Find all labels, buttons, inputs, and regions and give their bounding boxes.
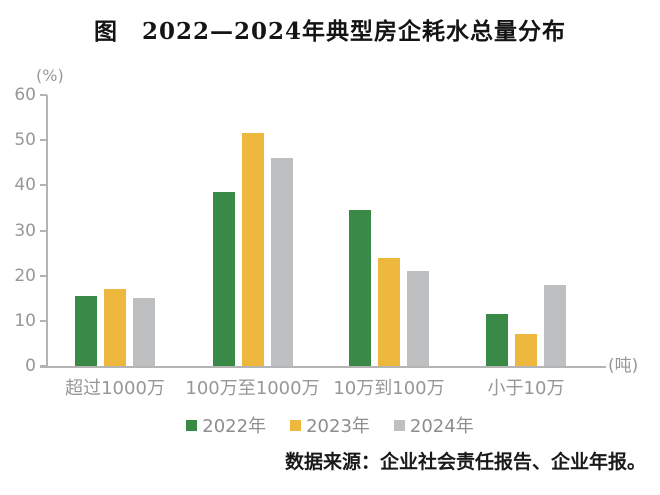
y-axis: [46, 95, 48, 368]
x-category-label: 小于10万: [487, 378, 565, 399]
chart-title: 图 2022—2024年典型房企耗水总量分布: [93, 18, 567, 45]
y-axis-unit-label: (%): [36, 66, 64, 85]
y-tick-mark: [40, 274, 47, 277]
data-source-note: 数据来源：企业社会责任报告、企业年报。: [284, 451, 646, 473]
x-category-label: 超过1000万: [65, 378, 165, 399]
legend-label: 2024年: [409, 416, 474, 437]
y-tick-label: 20: [14, 265, 36, 286]
bar-2022年-10万到100万: [349, 210, 371, 366]
bar-2023年-10万到100万: [378, 257, 400, 366]
x-category-label: 100万至1000万: [185, 378, 320, 399]
y-tick-label: 0: [25, 356, 36, 376]
bar-2023年-超过1000万: [104, 289, 126, 366]
x-axis-unit-label: (吨): [608, 356, 639, 376]
y-tick-mark: [40, 184, 47, 187]
y-tick-mark: [40, 365, 47, 367]
x-category-label: 10万到100万: [333, 378, 445, 399]
y-tick-mark: [40, 319, 47, 322]
bar-2022年-小于10万: [486, 314, 508, 366]
y-tick-mark: [40, 139, 47, 142]
y-tick-label: 40: [14, 175, 36, 196]
legend-swatch-icon: [393, 419, 405, 431]
legend-label: 2023年: [306, 416, 370, 437]
x-axis: [40, 366, 606, 368]
legend-item-2024年: 2024年: [393, 412, 474, 438]
y-tick-mark: [40, 94, 47, 96]
legend-swatch-icon: [186, 419, 198, 431]
bar-2024年-100万至1000万: [270, 158, 293, 366]
y-tick-label: 10: [14, 310, 36, 331]
y-tick-mark: [40, 229, 47, 232]
bar-2023年-100万至1000万: [241, 133, 264, 366]
legend-item-2022年: 2022年: [186, 412, 266, 438]
y-tick-label: 50: [14, 130, 36, 151]
legend-item-2023年: 2023年: [290, 412, 370, 438]
legend-label: 2022年: [202, 416, 267, 437]
legend: 2022年 2023年 2024年: [0, 412, 660, 438]
y-tick-label: 60: [14, 85, 36, 105]
bar-2024年-10万到100万: [407, 271, 429, 366]
bar-2024年-超过1000万: [133, 298, 155, 366]
legend-swatch-icon: [290, 419, 302, 431]
bar-2023年-小于10万: [515, 334, 537, 366]
y-tick-label: 30: [14, 220, 36, 241]
bar-2022年-超过1000万: [75, 295, 97, 366]
bar-2022年-100万至1000万: [212, 192, 235, 366]
bar-2024年-小于10万: [544, 284, 566, 366]
